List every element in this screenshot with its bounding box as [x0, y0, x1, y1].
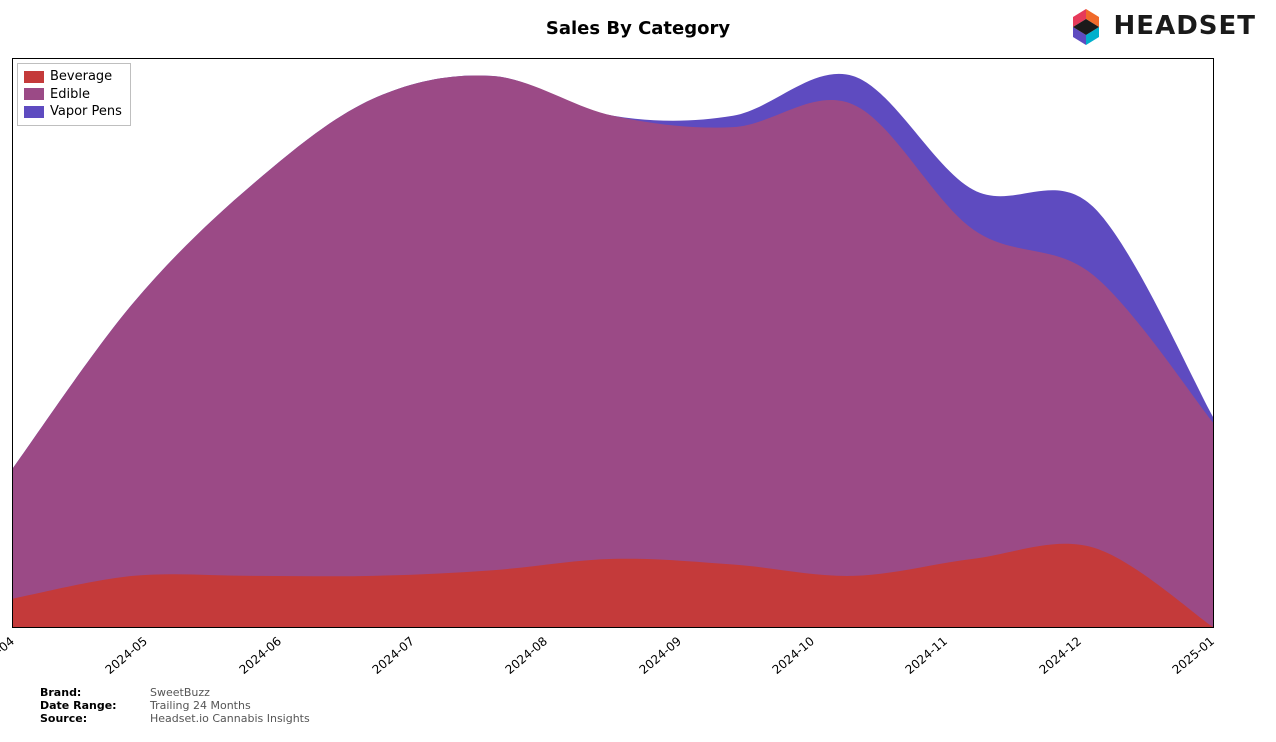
meta-key: Source:	[40, 712, 150, 725]
legend-swatch	[24, 71, 44, 83]
x-tick-label: 2024-12	[1036, 634, 1083, 677]
legend-item: Vapor Pens	[24, 103, 122, 121]
x-tick-label: 2024-04	[0, 634, 17, 677]
x-tick-label: 2025-01	[1170, 634, 1217, 677]
area-chart	[13, 59, 1213, 627]
meta-value: Trailing 24 Months	[150, 699, 251, 712]
area-series-edible	[13, 75, 1213, 627]
legend-swatch	[24, 88, 44, 100]
x-tick-label: 2024-05	[103, 634, 150, 677]
meta-key: Date Range:	[40, 699, 150, 712]
legend-swatch	[24, 106, 44, 118]
meta-row: Date Range:Trailing 24 Months	[40, 699, 310, 712]
page: Sales By Category HEADSET BeverageEdible…	[0, 0, 1276, 742]
x-tick-label: 2024-09	[636, 634, 683, 677]
meta-value: SweetBuzz	[150, 686, 210, 699]
brand-logo-text: HEADSET	[1114, 11, 1256, 41]
legend-label: Edible	[50, 86, 90, 104]
legend: BeverageEdibleVapor Pens	[17, 63, 131, 126]
headset-logo-icon	[1066, 6, 1106, 46]
legend-item: Edible	[24, 86, 122, 104]
x-tick-label: 2024-10	[770, 634, 817, 677]
meta-value: Headset.io Cannabis Insights	[150, 712, 310, 725]
x-tick-label: 2024-06	[236, 634, 283, 677]
legend-label: Beverage	[50, 68, 112, 86]
x-tick-label: 2024-11	[903, 634, 950, 677]
x-tick-label: 2024-08	[503, 634, 550, 677]
meta-row: Brand:SweetBuzz	[40, 686, 310, 699]
legend-label: Vapor Pens	[50, 103, 122, 121]
brand-logo: HEADSET	[1066, 6, 1256, 46]
meta-key: Brand:	[40, 686, 150, 699]
meta-row: Source:Headset.io Cannabis Insights	[40, 712, 310, 725]
x-tick-label: 2024-07	[370, 634, 417, 677]
chart-plot-area: BeverageEdibleVapor Pens	[12, 58, 1214, 628]
meta-block: Brand:SweetBuzzDate Range:Trailing 24 Mo…	[40, 686, 310, 725]
legend-item: Beverage	[24, 68, 122, 86]
